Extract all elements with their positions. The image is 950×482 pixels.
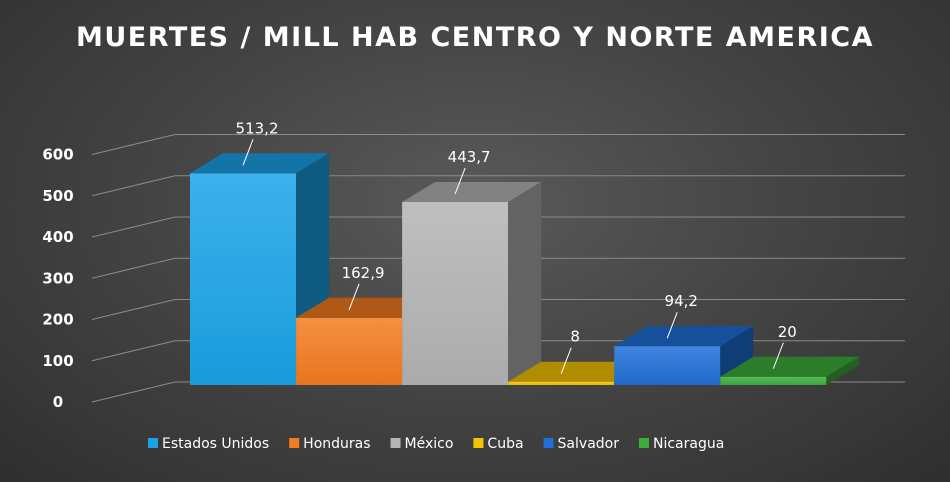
bar-side-2 bbox=[508, 181, 542, 385]
bar-front-1 bbox=[296, 317, 403, 385]
bar-top-5 bbox=[720, 356, 860, 377]
legend-label-2: México bbox=[405, 436, 454, 452]
bar-front-2 bbox=[402, 201, 509, 385]
y-tick-label-600: 600 bbox=[42, 146, 73, 164]
legend-swatch-2 bbox=[390, 438, 401, 448]
data-label-5: 20 bbox=[778, 323, 797, 341]
data-label-1: 162,9 bbox=[342, 264, 385, 282]
bar-front-0 bbox=[190, 173, 297, 385]
data-label-0: 513,2 bbox=[236, 119, 279, 137]
leader-line-2 bbox=[454, 167, 466, 195]
bar-top-0 bbox=[190, 153, 330, 174]
leader-line-5 bbox=[772, 342, 784, 369]
bar-top-2 bbox=[402, 181, 542, 202]
gridline-side-600 bbox=[91, 134, 176, 155]
y-tick-label-300: 300 bbox=[42, 269, 73, 287]
y-tick-label-200: 200 bbox=[42, 311, 73, 329]
data-label-3: 8 bbox=[570, 328, 580, 346]
data-label-4: 94,2 bbox=[665, 292, 698, 310]
legend-item-honduras: Honduras bbox=[289, 436, 371, 452]
bar-salvador bbox=[614, 326, 754, 385]
legend-label-0: Estados Unidos bbox=[162, 436, 269, 452]
gridline-side-500 bbox=[91, 175, 176, 197]
data-label-2: 443,7 bbox=[448, 148, 491, 166]
bar-front-5 bbox=[720, 376, 827, 385]
bar-nicaragua bbox=[720, 356, 860, 385]
legend-swatch-4 bbox=[543, 438, 554, 448]
bar-side-4 bbox=[720, 326, 754, 385]
bar-top-1 bbox=[296, 297, 436, 318]
bar-front-3 bbox=[508, 381, 615, 385]
bars-layer bbox=[190, 153, 860, 385]
data-labels-layer: 513,2 162,9 443,7 8 94,2 20 bbox=[236, 119, 797, 374]
y-tick-label-400: 400 bbox=[42, 228, 73, 246]
legend-swatch-3 bbox=[473, 438, 484, 448]
bar-front-4 bbox=[614, 346, 721, 385]
legend-swatch-1 bbox=[289, 438, 300, 448]
legend-item-nicaragua: Nicaragua bbox=[638, 436, 724, 452]
legend-swatch-0 bbox=[148, 438, 158, 448]
legend-item-méxico: México bbox=[390, 436, 454, 452]
legend-label-3: Cuba bbox=[487, 436, 523, 452]
y-tick-label-500: 500 bbox=[42, 187, 73, 205]
gridline-side-300 bbox=[91, 257, 176, 279]
legend-label-5: Nicaragua bbox=[653, 436, 724, 452]
gridline-side-400 bbox=[91, 216, 176, 238]
legend-swatch-5 bbox=[638, 438, 649, 448]
leader-line-4 bbox=[666, 311, 678, 339]
legend-label-1: Honduras bbox=[303, 436, 370, 452]
legend-item-estados-unidos: Estados Unidos bbox=[148, 436, 269, 452]
leader-line-0 bbox=[242, 139, 254, 166]
bar-side-5 bbox=[826, 356, 860, 385]
legend: Estados Unidos Honduras México Cuba Salvador… bbox=[148, 436, 724, 452]
gridline-side-100 bbox=[91, 340, 176, 362]
gridline-side-0 bbox=[91, 381, 176, 403]
leader-line-3 bbox=[560, 347, 572, 374]
leader-line-1 bbox=[348, 283, 360, 310]
bar-top-3 bbox=[508, 361, 648, 382]
chart-title: MUERTES / MILL HAB CENTRO Y NORTE AMERIC… bbox=[76, 22, 874, 53]
bar-top-4 bbox=[614, 326, 754, 347]
legend-item-salvador: Salvador bbox=[543, 436, 620, 452]
gridline-side-200 bbox=[91, 299, 176, 320]
bar-méxico bbox=[402, 181, 542, 385]
y-tick-label-0: 0 bbox=[53, 393, 63, 411]
legend-item-cuba: Cuba bbox=[473, 436, 524, 452]
y-tick-label-100: 100 bbox=[42, 352, 73, 370]
y-axis-ticks: 0 100 200 300 400 500 600 bbox=[42, 146, 73, 412]
legend-label-4: Salvador bbox=[558, 436, 620, 452]
